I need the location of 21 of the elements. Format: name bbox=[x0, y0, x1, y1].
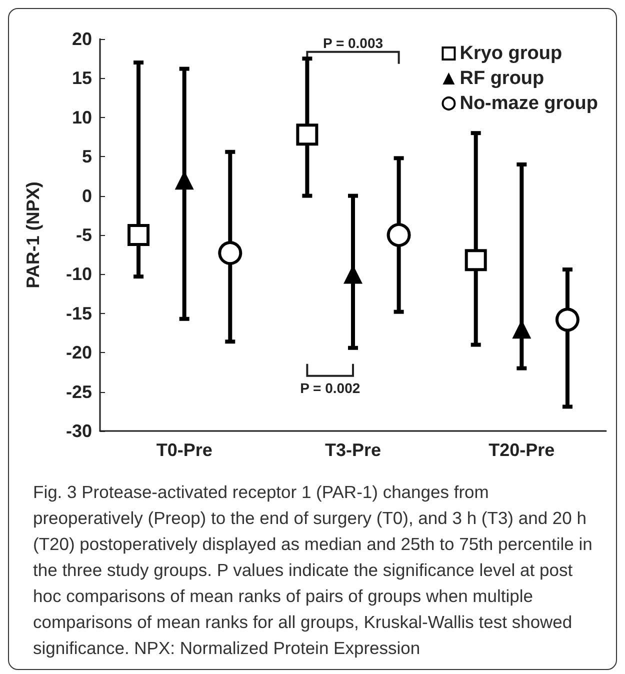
legend-label: Kryo group bbox=[460, 43, 562, 64]
y-tick-label: 15 bbox=[72, 68, 92, 88]
y-tick-label: -20 bbox=[66, 342, 92, 363]
y-tick-label: -30 bbox=[66, 421, 92, 441]
legend-label: RF group bbox=[460, 68, 544, 89]
x-tick-label: T3-Pre bbox=[324, 440, 382, 460]
annotation: P = 0.002 bbox=[300, 380, 360, 396]
y-tick-label: -25 bbox=[66, 382, 92, 402]
y-tick-label: 0 bbox=[82, 186, 92, 206]
y-tick-label: 5 bbox=[82, 146, 92, 167]
y-axis-title: PAR-1 (NPX) bbox=[23, 182, 43, 288]
annotation: P = 0.003 bbox=[322, 34, 384, 51]
y-tick-label: -5 bbox=[76, 225, 92, 245]
caption: Fig. 3 Protease-activated receptor 1 (PAR-1) changes from preoperatively (Preop) to the end of surgery (T0), and 3 h (T3) and 20 h (T20) postoperatively displayed as median and 25th to 75th percentile in the three study groups. P values indicate the significance level at post hoc comparisons of mean ranks of pairs of groups when multiple comparisons of mean ranks for all groups, Kruskal-Wallis test showed significance. NPX: Normalized Protein Expression bbox=[32, 481, 594, 660]
y-tick-label: 10 bbox=[72, 107, 92, 128]
legend-label: No-maze group bbox=[460, 93, 598, 114]
x-tick-label: T0-Pre bbox=[156, 440, 212, 460]
y-tick-label: 20 bbox=[72, 29, 92, 49]
x-tick-label: T20-Pre bbox=[488, 440, 555, 460]
y-tick-label: -15 bbox=[66, 303, 92, 324]
y-tick-label: -10 bbox=[66, 264, 92, 284]
